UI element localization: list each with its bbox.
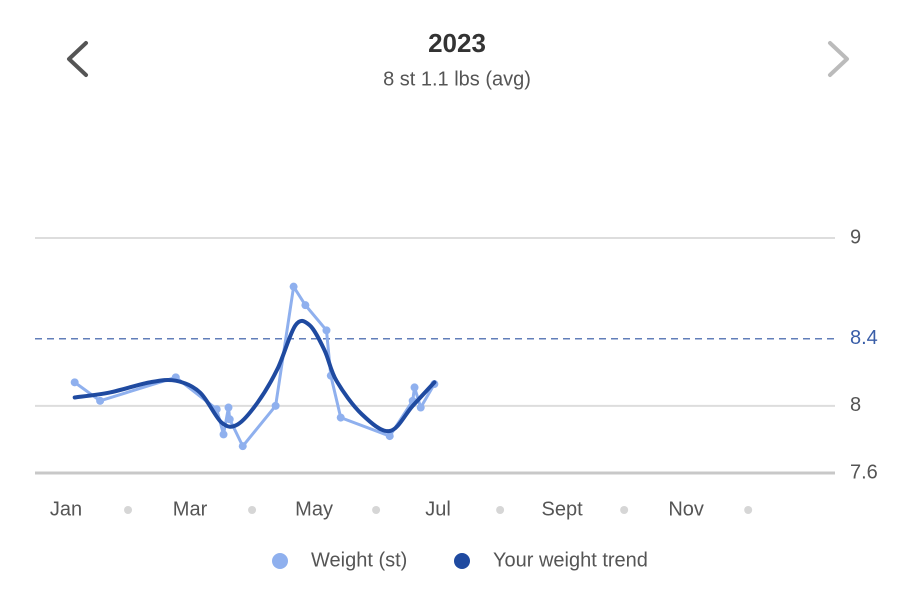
chart-subtitle: 8 st 1.1 lbs (avg) (383, 68, 531, 90)
series-line (72, 318, 437, 434)
x-minor-tick (496, 506, 505, 514)
y-tick-label: 9 (850, 226, 861, 248)
data-point (70, 378, 79, 387)
data-point (301, 301, 310, 310)
data-point (416, 403, 425, 412)
data-point (289, 282, 298, 291)
y-tick-label: 8 (850, 394, 861, 416)
x-minor-tick (372, 506, 381, 514)
series-line (73, 285, 436, 448)
legend-swatch (272, 553, 288, 569)
data-point (96, 396, 105, 405)
next-year-button[interactable] (828, 41, 849, 77)
data-point (238, 442, 247, 451)
x-tick-label: May (295, 498, 333, 520)
x-minor-tick (744, 506, 753, 514)
x-minor-tick (620, 506, 629, 514)
data-point (410, 383, 419, 392)
data-point (322, 326, 331, 335)
data-point (385, 432, 394, 441)
legend-label: Weight (st) (311, 549, 407, 571)
x-tick-label: Sept (542, 498, 584, 520)
chart-title: 2023 (428, 28, 486, 58)
legend-swatch (454, 553, 470, 569)
x-tick-label: Jan (50, 498, 82, 520)
y-tick-label: 7.6 (850, 461, 878, 483)
x-tick-label: Mar (173, 498, 208, 520)
x-tick-label: Jul (425, 498, 451, 520)
data-point (219, 430, 228, 439)
x-minor-tick (124, 506, 133, 514)
data-point (224, 403, 233, 412)
average-label: 8.4 (850, 327, 878, 349)
x-tick-label: Nov (668, 498, 704, 520)
previous-year-button[interactable] (67, 41, 88, 77)
x-minor-tick (248, 506, 257, 514)
data-point (271, 401, 280, 410)
data-point (225, 415, 234, 424)
legend-label: Your weight trend (493, 549, 648, 571)
data-point (336, 413, 345, 422)
